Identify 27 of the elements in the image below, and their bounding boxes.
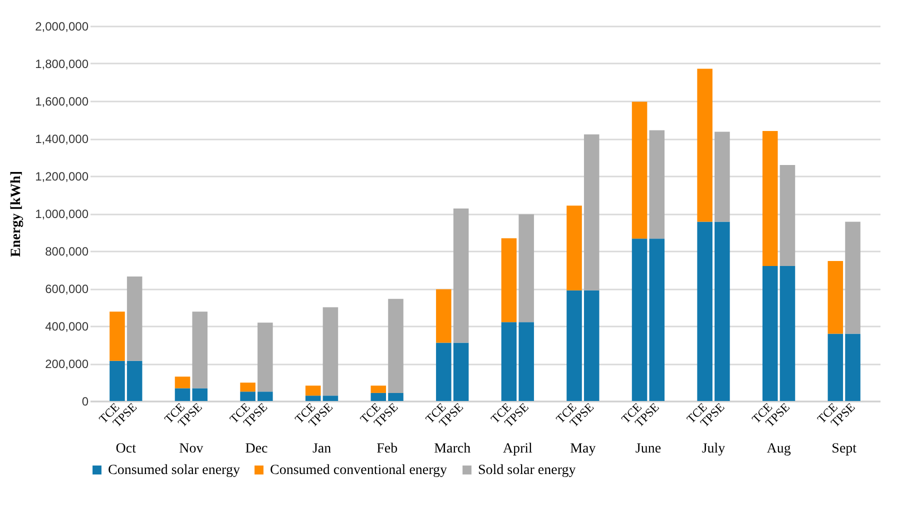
text: Oct bbox=[116, 442, 136, 456]
legend-label: Consumed conventional energy bbox=[270, 463, 448, 478]
text: Dec bbox=[245, 442, 268, 456]
text: May bbox=[570, 442, 596, 456]
y-tick-label: 600,000 bbox=[45, 282, 89, 296]
text: March bbox=[434, 442, 471, 456]
y-tick-label: 0 bbox=[82, 394, 89, 408]
y-tick-label: 1,600,000 bbox=[35, 94, 89, 108]
y-tick-label: 1,800,000 bbox=[35, 57, 89, 71]
legend-label: Sold solar energy bbox=[478, 463, 576, 478]
text: July bbox=[702, 442, 726, 456]
legend-label: Consumed solar energy bbox=[108, 463, 240, 478]
text: Jan bbox=[312, 442, 332, 456]
y-tick-label: 800,000 bbox=[45, 244, 89, 258]
text: Aug bbox=[766, 442, 791, 456]
text: Nov bbox=[179, 442, 204, 456]
y-tick-label: 1,000,000 bbox=[35, 207, 89, 221]
y-tick-label: 400,000 bbox=[45, 320, 89, 334]
text: April bbox=[502, 442, 533, 456]
y-tick-label: 2,000,000 bbox=[35, 20, 89, 34]
y-axis-title: Energy [kWh] bbox=[9, 171, 24, 257]
y-tick-label: 200,000 bbox=[45, 357, 89, 371]
y-tick-label: 1,200,000 bbox=[35, 170, 89, 184]
text: Feb bbox=[376, 442, 398, 456]
text: June bbox=[635, 442, 662, 456]
y-tick-label: 1,400,000 bbox=[35, 132, 89, 146]
text: Sept bbox=[832, 442, 857, 456]
